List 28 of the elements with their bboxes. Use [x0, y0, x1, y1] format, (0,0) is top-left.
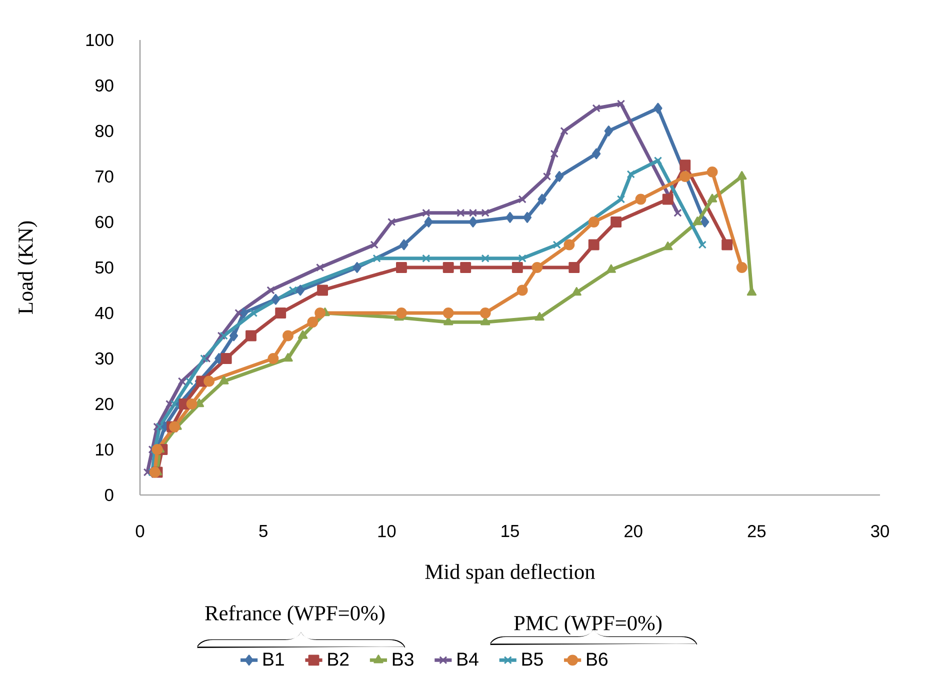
y-axis-title: Load (KN): [18, 221, 38, 314]
y-tick-label: 80: [95, 124, 114, 138]
y-tick-label: 10: [96, 443, 114, 456]
y-tick-label: 90: [95, 79, 114, 92]
y-tick-label: 50: [95, 261, 114, 274]
y-tick-label: 60: [96, 216, 114, 228]
text: PMC (WPF=0%): [514, 615, 662, 635]
x-tick-label: 5: [259, 525, 268, 538]
y-tick-label: 70: [96, 170, 114, 183]
x-tick-label: 10: [378, 525, 396, 538]
y-tick-label: 40: [95, 306, 114, 320]
text: Refrance (WPF=0%): [205, 605, 384, 625]
legend-label: B1: [264, 652, 284, 666]
legend-label: B3: [392, 652, 414, 666]
y-tick-label: 20: [96, 398, 114, 410]
x-axis-title: Mid span deflection: [425, 564, 595, 584]
x-tick-label: 0: [136, 525, 144, 538]
legend-label: B4: [458, 652, 478, 666]
y-tick-label: 100: [86, 34, 114, 46]
y-tick-label: 30: [95, 352, 114, 365]
legend-label: B2: [328, 652, 349, 666]
legend-label: B5: [522, 652, 543, 666]
y-tick-label: 0: [104, 488, 114, 502]
x-tick-label: 30: [871, 525, 889, 538]
x-tick-label: 15: [502, 525, 519, 538]
x-tick-label: 25: [748, 525, 766, 538]
legend-label: B6: [587, 652, 608, 666]
x-tick-label: 20: [624, 525, 642, 538]
